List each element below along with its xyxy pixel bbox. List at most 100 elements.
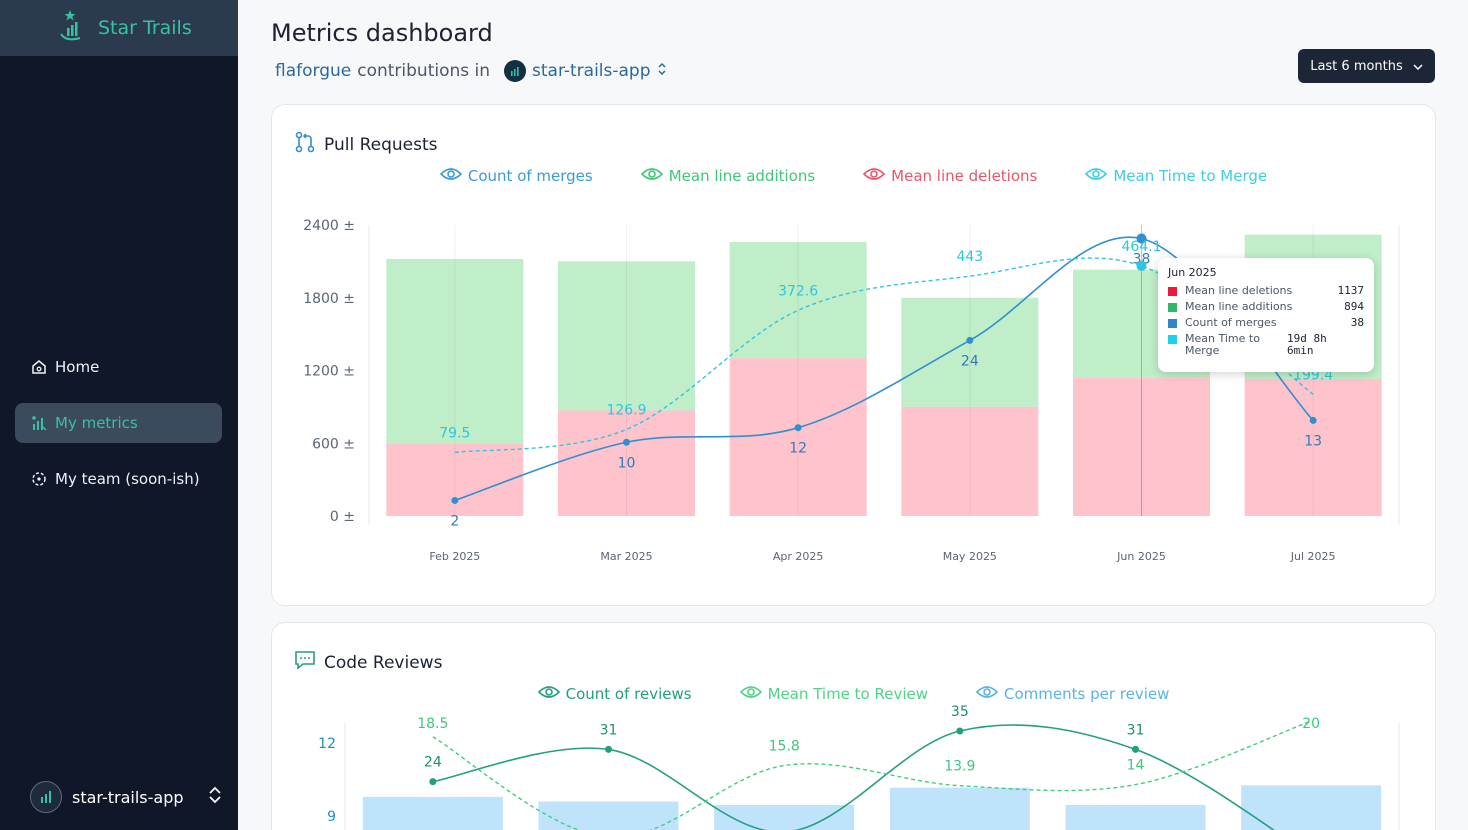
x-tick-label: Apr 2025 (773, 550, 824, 563)
tooltip-value: 1137 (1337, 284, 1365, 297)
reviews-point (1132, 745, 1139, 753)
merges-point (794, 424, 802, 432)
bar-deletions (901, 406, 1039, 516)
tooltip-title: Jun 2025 (1168, 266, 1217, 279)
repo-name: star-trails-app (532, 61, 651, 81)
tooltip-row: Mean line deletions 1137 (1168, 285, 1364, 297)
merges-point (451, 496, 459, 504)
reviews-point (605, 745, 612, 753)
bar-comments-per-review (1241, 785, 1382, 830)
chart-tooltip: Jun 2025 Mean line deletions 1137 Mean l… (1158, 258, 1374, 372)
ttm-data-label: 464.1 (1121, 239, 1161, 255)
card-title-text: Code Reviews (324, 652, 443, 673)
y-tick-label: 12 (318, 736, 336, 752)
reviews-point (429, 778, 437, 786)
tooltip-label: Count of merges (1185, 316, 1277, 329)
repo-select[interactable]: star-trails-app (504, 60, 667, 82)
x-tick-label: Jun 2025 (1116, 550, 1166, 563)
merges-point (623, 438, 630, 446)
merges-data-label: 2 (450, 513, 459, 529)
code-reviews-title: Code Reviews (294, 649, 442, 676)
ttr-data-label: 13.9 (944, 759, 975, 775)
sidebar-item-my-team[interactable]: My team (soon-ish) (15, 459, 222, 499)
tooltip-value: 894 (1344, 300, 1364, 313)
sidebar-item-home[interactable]: Home (15, 347, 222, 387)
legend-label: Count of merges (467, 167, 593, 185)
project-avatar (30, 781, 62, 813)
chevron-up-down-icon (657, 61, 667, 81)
merges-data-label: 13 (1304, 433, 1322, 449)
legend-count-of-merges[interactable]: Count of merges (439, 167, 593, 185)
pull-requests-chart: 2400 ± 1800 ± 1200 ± 600 ± 0 ± Feb 2025 Mar 20… (303, 218, 1400, 563)
eye-icon (537, 685, 560, 703)
brand[interactable]: Star Trails (0, 0, 238, 56)
merges-point (1309, 416, 1317, 424)
bar-additions (386, 258, 524, 444)
date-range-dropdown[interactable]: Last 6 months (1298, 49, 1435, 83)
legend-mean-time-to-review[interactable]: Mean Time to Review (739, 685, 928, 703)
card-title-text: Pull Requests (324, 134, 438, 155)
ttm-data-label: 126.9 (606, 402, 646, 418)
legend-mean-time-to-merge[interactable]: Mean Time to Merge (1085, 167, 1267, 185)
bar-deletions (558, 410, 695, 516)
x-tick-label: Feb 2025 (429, 550, 480, 563)
page-title: Metrics dashboard (271, 19, 493, 47)
metrics-icon (30, 415, 47, 432)
repo-avatar (504, 60, 527, 82)
bar-comments-per-review (714, 804, 855, 830)
legend-label: Comments per review (1004, 685, 1170, 703)
legend-mean-line-additions[interactable]: Mean line additions (640, 167, 816, 185)
tooltip-row: Mean line additions 894 (1168, 301, 1364, 313)
ttr-data-label: 15.8 (769, 739, 800, 755)
legend-label: Mean line additions (668, 167, 816, 185)
code-reviews-card: Code Reviews Count of reviews Mean Time … (271, 622, 1436, 830)
legend-label: Mean Time to Merge (1113, 167, 1268, 185)
x-tick-label: May 2025 (943, 550, 997, 563)
ttr-line (432, 720, 1312, 830)
ttm-data-label: 443 (956, 249, 983, 265)
eye-icon (640, 167, 663, 185)
reviews-data-label: 31 (600, 722, 618, 738)
tooltip-label: Mean line deletions (1185, 284, 1293, 297)
legend-comments-per-review[interactable]: Comments per review (975, 685, 1170, 703)
eye-icon (1085, 167, 1108, 185)
tooltip-row: Count of merges 38 (1168, 317, 1364, 329)
tooltip-swatch (1168, 303, 1177, 312)
reviews-data-label: 31 (1127, 722, 1145, 738)
merges-data-label: 12 (789, 441, 807, 457)
ttr-data-label: 18.5 (417, 716, 448, 732)
legend-mean-line-deletions[interactable]: Mean line deletions (863, 167, 1037, 185)
legend-label: Count of reviews (565, 685, 692, 703)
bar-additions (558, 261, 695, 411)
sidebar-item-my-metrics[interactable]: My metrics (15, 403, 222, 443)
cr-legend: Count of reviews Mean Time to Review Com… (272, 685, 1435, 703)
y-tick-label: 9 (327, 809, 336, 825)
merges-data-label: 38 (1133, 252, 1151, 268)
code-reviews-chart: 12 9 24 31 35 31 18.5 15.8 13.9 14 20 (318, 704, 1400, 830)
legend-count-of-reviews[interactable]: Count of reviews (537, 685, 692, 703)
bar-comments-per-review (1065, 804, 1206, 830)
main-content: Metrics dashboard flaforgue contribution… (238, 0, 1468, 830)
home-icon (30, 359, 47, 376)
project-name: star-trails-app (72, 787, 184, 807)
pull-requests-card: Pull Requests Count of merges Mean line … (271, 104, 1436, 606)
y-tick-label: 0 ± (330, 509, 355, 525)
ttm-data-label: 79.5 (439, 425, 470, 441)
pull-requests-title: Pull Requests (294, 131, 438, 158)
eye-icon (975, 685, 999, 703)
project-switcher[interactable]: star-trails-app (30, 781, 222, 813)
reviews-point (956, 727, 964, 735)
merges-data-label: 10 (618, 455, 636, 471)
pr-legend: Count of merges Mean line additions Mean… (272, 167, 1435, 185)
ttm-point (1136, 260, 1147, 271)
app-name: Star Trails (98, 17, 192, 39)
tooltip-row: Mean Time to Merge 19d 8h 6min (1168, 333, 1364, 357)
tooltip-swatch (1168, 287, 1177, 296)
sidebar-item-label: Home (55, 358, 100, 376)
pull-request-icon (294, 131, 316, 158)
tooltip-label: Mean Time to Merge (1185, 332, 1260, 357)
bar-deletions (1073, 378, 1210, 516)
ttr-data-label: 14 (1127, 758, 1145, 774)
user-name[interactable]: flaforgue (275, 61, 352, 81)
chevron-up-down-icon (208, 786, 222, 808)
